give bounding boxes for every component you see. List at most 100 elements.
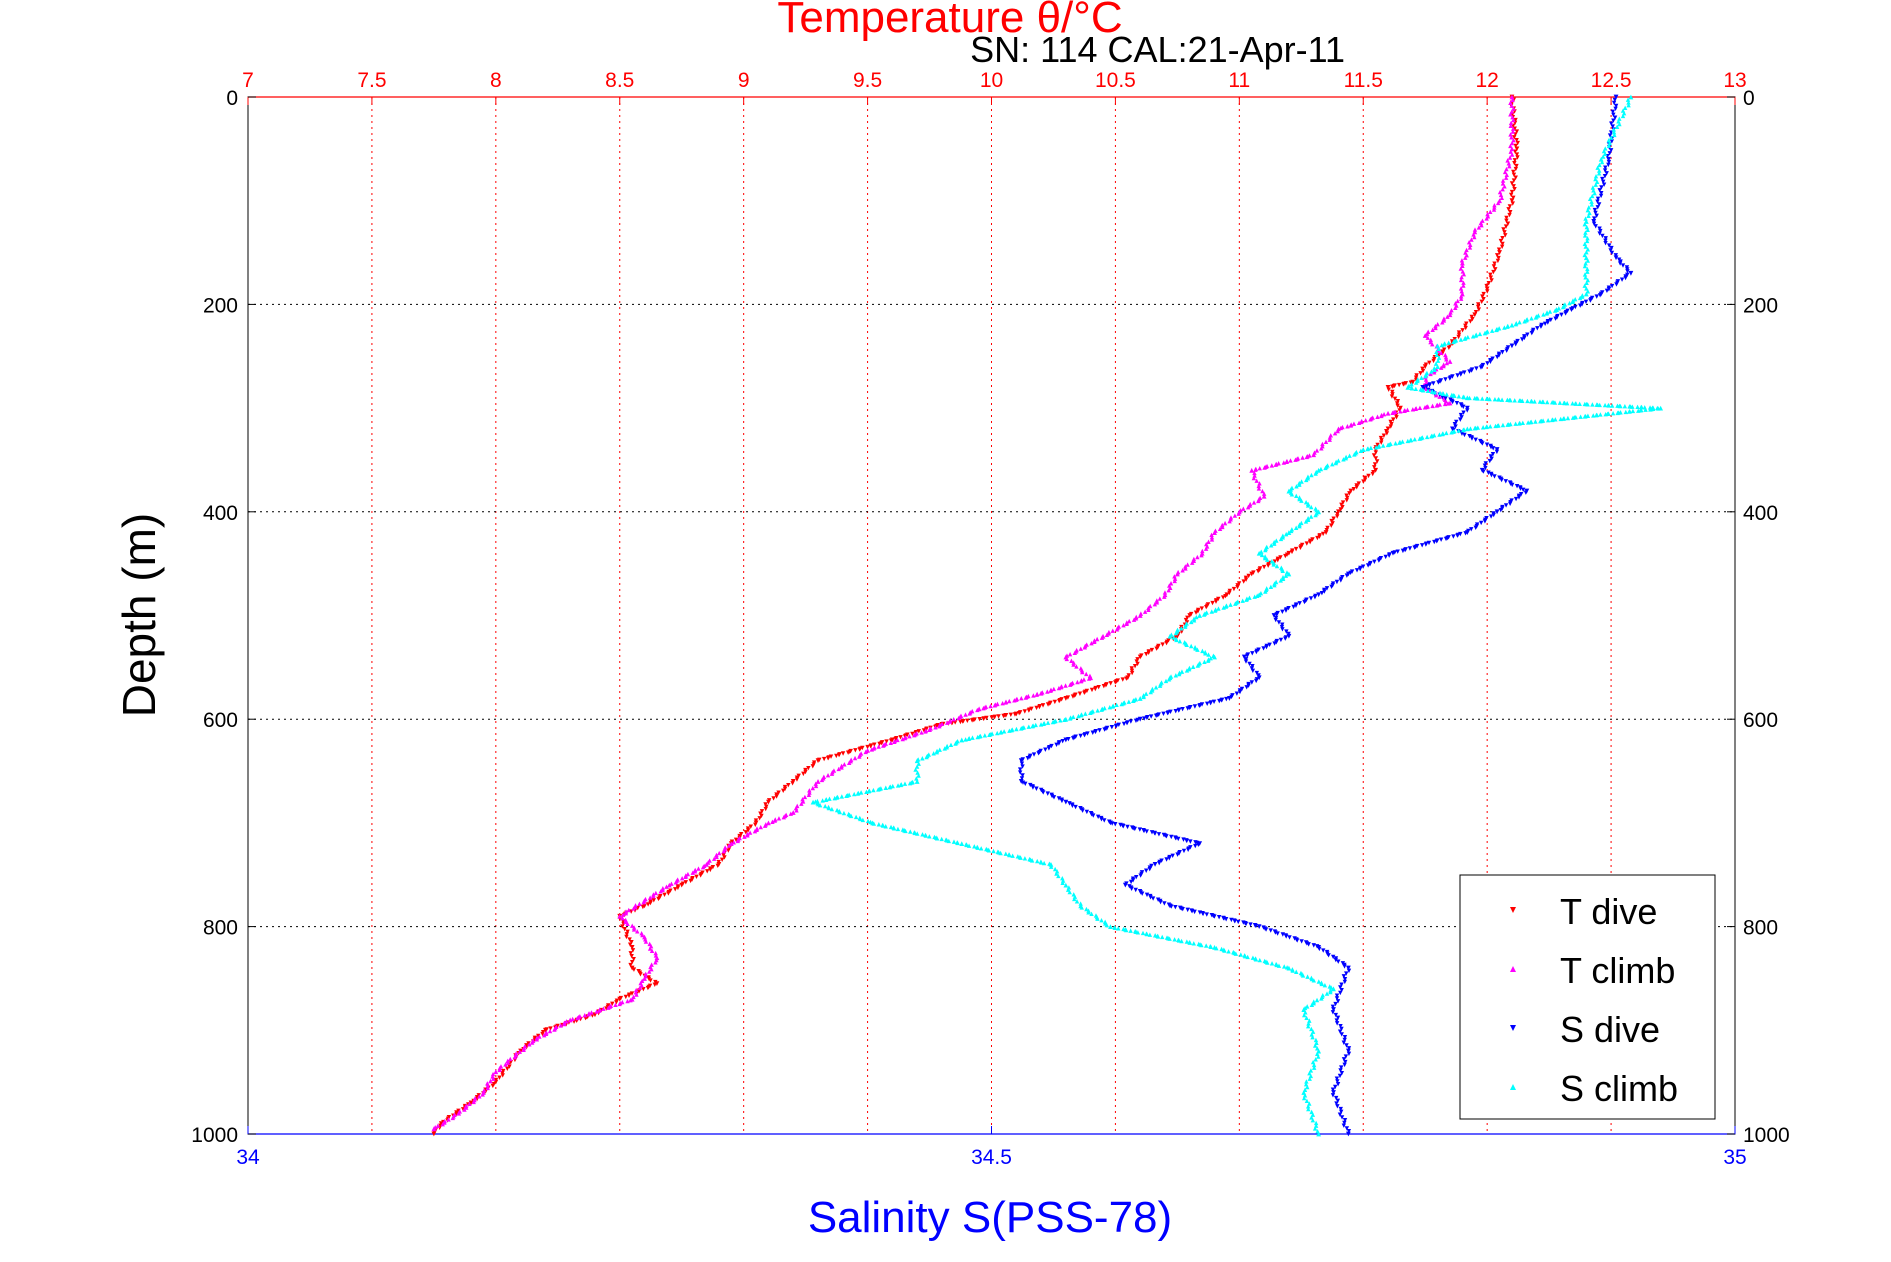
data-point xyxy=(1190,664,1196,669)
data-point xyxy=(1584,286,1589,291)
data-point xyxy=(1263,589,1268,594)
data-point xyxy=(1358,448,1364,453)
data-point xyxy=(1419,543,1425,548)
data-point xyxy=(1197,703,1202,709)
data-point xyxy=(1458,337,1464,342)
data-point xyxy=(645,985,651,991)
data-point xyxy=(1251,475,1257,481)
data-point xyxy=(692,869,698,874)
data-point xyxy=(790,810,796,815)
data-point xyxy=(1496,247,1502,252)
data-point xyxy=(1196,842,1201,848)
data-point xyxy=(613,1002,618,1008)
data-point xyxy=(1509,152,1515,157)
data-point xyxy=(981,716,986,722)
data-point xyxy=(1548,317,1553,323)
data-point xyxy=(1468,426,1473,431)
data-point xyxy=(1585,269,1590,274)
data-point xyxy=(1271,562,1276,567)
data-point xyxy=(1078,733,1083,739)
data-point xyxy=(542,1032,547,1038)
data-point xyxy=(1492,202,1497,208)
data-point xyxy=(1337,1112,1343,1117)
data-point xyxy=(1456,334,1461,340)
data-point xyxy=(1486,470,1491,475)
data-point xyxy=(1101,684,1107,689)
data-point xyxy=(1121,622,1126,628)
data-point xyxy=(1247,661,1252,667)
data-point xyxy=(1488,275,1494,280)
data-point xyxy=(1363,417,1368,423)
data-point xyxy=(1264,557,1270,562)
data-point xyxy=(1271,613,1277,618)
data-point xyxy=(1332,430,1338,436)
data-point xyxy=(1129,670,1135,676)
legend-marker xyxy=(1510,1084,1516,1090)
data-point xyxy=(1339,1070,1345,1076)
data-point xyxy=(1122,882,1128,888)
data-point xyxy=(1041,721,1046,727)
data-point xyxy=(1109,724,1115,730)
data-point xyxy=(1018,726,1024,731)
data-point xyxy=(1041,860,1047,866)
data-point xyxy=(1335,1082,1341,1087)
data-point xyxy=(1249,467,1255,473)
data-point xyxy=(1125,824,1130,830)
tick-label-depth-right: 800 xyxy=(1743,917,1778,940)
data-point xyxy=(1484,216,1489,221)
data-point xyxy=(1144,652,1149,657)
data-point xyxy=(1585,235,1590,241)
data-point xyxy=(683,874,688,880)
data-point xyxy=(810,785,816,791)
data-point xyxy=(1286,605,1291,611)
data-point xyxy=(1436,380,1441,385)
data-point xyxy=(1269,543,1274,548)
data-point xyxy=(1108,681,1113,686)
data-point xyxy=(888,824,894,830)
data-point xyxy=(1458,286,1464,291)
data-point xyxy=(1459,260,1465,266)
data-point xyxy=(1344,1043,1349,1048)
data-point xyxy=(753,822,758,827)
data-point xyxy=(934,749,940,755)
data-point xyxy=(1370,471,1375,477)
data-point xyxy=(1306,942,1311,947)
data-point xyxy=(1310,1035,1315,1040)
data-point xyxy=(1195,647,1200,652)
data-point xyxy=(1280,568,1285,574)
data-point xyxy=(1263,927,1269,932)
data-point xyxy=(1205,701,1210,707)
data-point xyxy=(454,1111,459,1117)
data-point xyxy=(1443,377,1448,382)
data-point xyxy=(883,824,888,829)
data-point xyxy=(617,1001,622,1007)
data-point xyxy=(919,730,924,735)
data-point xyxy=(1272,582,1277,588)
data-point xyxy=(540,1031,545,1037)
data-point xyxy=(1609,245,1614,251)
data-point xyxy=(1035,858,1040,864)
data-point xyxy=(1252,473,1257,478)
data-point xyxy=(1289,492,1295,497)
data-point xyxy=(1602,168,1608,173)
data-point xyxy=(1625,269,1630,274)
data-point xyxy=(1529,316,1534,321)
data-point xyxy=(1440,394,1445,400)
data-point xyxy=(745,833,750,838)
data-point xyxy=(1503,224,1509,229)
data-point xyxy=(1312,1043,1318,1048)
data-point xyxy=(1243,921,1249,927)
data-point xyxy=(916,773,921,778)
data-point xyxy=(1578,303,1583,308)
data-point xyxy=(1082,645,1087,650)
data-point xyxy=(908,829,913,834)
data-point xyxy=(1142,609,1148,614)
data-point xyxy=(1303,519,1309,524)
data-point xyxy=(1267,642,1272,647)
data-point xyxy=(1507,163,1512,169)
data-point xyxy=(1077,691,1083,696)
data-point xyxy=(1191,941,1196,946)
data-point xyxy=(654,955,660,961)
data-point xyxy=(1338,425,1344,431)
